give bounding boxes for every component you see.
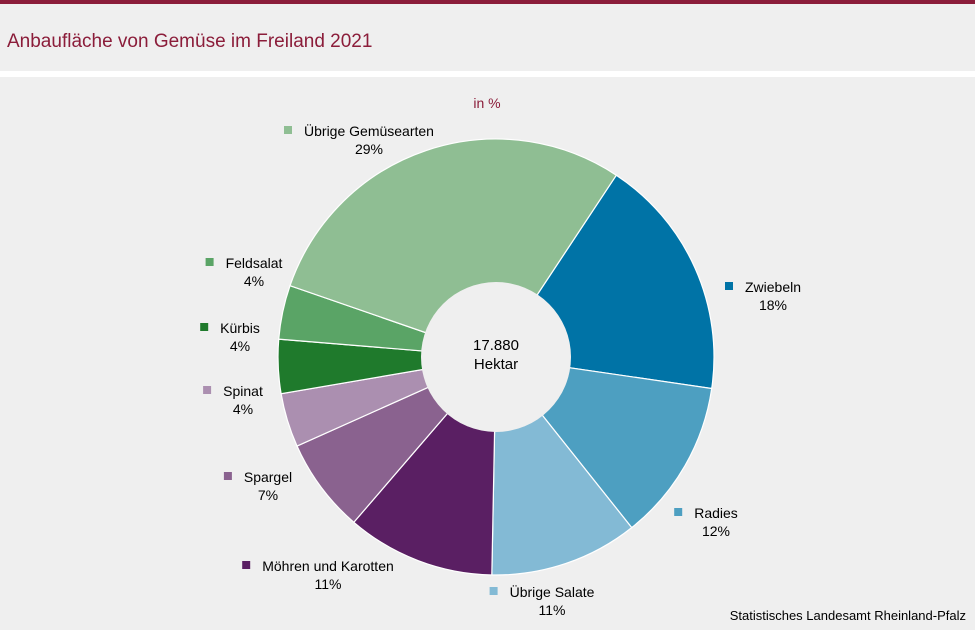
legend-item-moehren-und-karotten: Möhren und Karotten 11% bbox=[242, 558, 394, 592]
slice-uebrige-gemuesearten bbox=[289, 138, 618, 358]
legend-item-zwiebeln: Zwiebeln 18% bbox=[725, 279, 801, 313]
legend-marker bbox=[242, 561, 251, 569]
chart-subtitle: in % bbox=[473, 95, 500, 111]
legend-item-spinat: Spinat 4% bbox=[203, 383, 263, 417]
accent-bar bbox=[0, 0, 975, 4]
legend-marker bbox=[725, 282, 733, 290]
slice-value-label: 11% bbox=[539, 602, 566, 618]
legend-marker bbox=[200, 323, 209, 331]
donut-hole bbox=[421, 282, 571, 432]
header: Anbaufläche von Gemüse im Freiland 2021 bbox=[0, 4, 975, 71]
slice-label: Übrige Salate bbox=[510, 583, 595, 600]
slice-label: Übrige Gemüsearten bbox=[304, 122, 434, 139]
donut-chart: in % 17.880 Hektar Zwiebeln 18% Radies 12% Ü… bbox=[200, 95, 801, 618]
legend-marker bbox=[674, 508, 683, 516]
legend-marker bbox=[223, 472, 232, 480]
legend-marker bbox=[205, 258, 214, 266]
center-value: 17.880 bbox=[473, 337, 519, 354]
center-unit: Hektar bbox=[474, 356, 518, 373]
slice-value-label: 11% bbox=[315, 576, 342, 592]
legend-item-uebrige-gemuesearten: Übrige Gemüsearten 29% bbox=[284, 122, 434, 157]
slice-value-label: 4% bbox=[233, 401, 253, 417]
source-note: Statistisches Landesamt Rheinland-Pfalz bbox=[729, 608, 966, 623]
slice-label: Möhren und Karotten bbox=[262, 558, 394, 574]
legend-marker bbox=[203, 386, 212, 394]
chart-panel: in % 17.880 Hektar Zwiebeln 18% Radies 12% Ü… bbox=[0, 77, 975, 630]
legend-item-feldsalat: Feldsalat 4% bbox=[205, 255, 283, 289]
chart-title: Anbaufläche von Gemüse im Freiland 2021 bbox=[7, 31, 373, 52]
legend-item-spargel: Spargel 7% bbox=[223, 469, 292, 503]
legend-item-uebrige-salate: Übrige Salate 11% bbox=[489, 583, 595, 618]
slice-value-label: 12% bbox=[702, 523, 730, 539]
slice-label: Feldsalat bbox=[226, 255, 283, 271]
slice-label: Zwiebeln bbox=[745, 279, 801, 295]
legend-marker bbox=[284, 126, 292, 134]
slice-label: Spinat bbox=[223, 383, 263, 399]
slice-label: Kürbis bbox=[220, 320, 260, 336]
slice-label: Spargel bbox=[244, 469, 292, 485]
legend-item-kuerbis: Kürbis 4% bbox=[200, 320, 260, 354]
slice-value-label: 4% bbox=[244, 273, 264, 289]
slice-value-label: 4% bbox=[230, 338, 250, 354]
slice-label: Radies bbox=[694, 505, 738, 521]
legend-item-radies: Radies 12% bbox=[674, 505, 738, 539]
legend-marker bbox=[489, 587, 498, 595]
slice-value-label: 7% bbox=[258, 487, 278, 503]
slice-value-label: 29% bbox=[355, 141, 383, 157]
slice-value-label: 18% bbox=[759, 297, 787, 313]
